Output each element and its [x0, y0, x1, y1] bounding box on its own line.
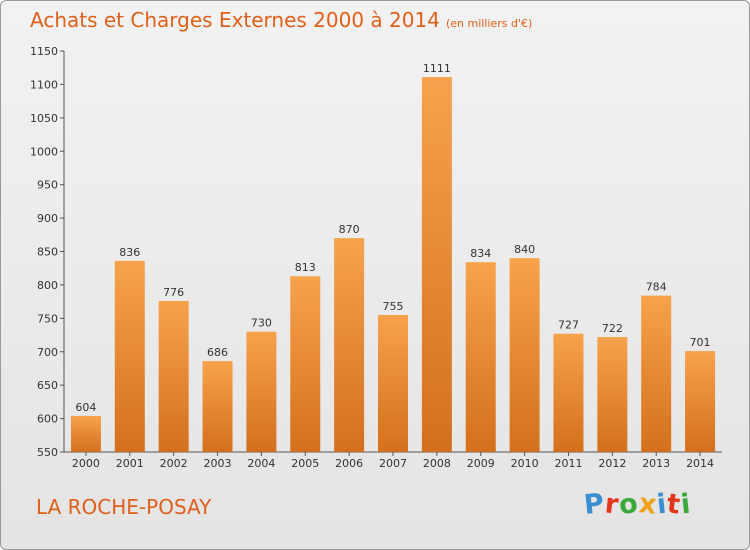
x-axis: 2000 2001 2002 2003 2004 2005 2006 2007 2008 2009…	[64, 451, 722, 470]
bar-2014	[685, 351, 716, 452]
y-tick-label: 800	[37, 279, 58, 292]
bar-2002	[158, 300, 189, 452]
bar-2003	[202, 361, 233, 452]
bar-value-label: 686	[207, 346, 228, 359]
y-axis: 550 600 650 700 750 800 850 900 950 1000 1050 1100 1…	[30, 45, 65, 459]
bar-value-label: 836	[119, 246, 140, 259]
y-tick-label: 550	[37, 446, 58, 459]
bar-value-label: 834	[470, 247, 491, 260]
x-tick-label: 2003	[204, 457, 232, 470]
bar-2011	[553, 333, 584, 452]
bar-2007	[378, 314, 408, 452]
bar-value-label: 870	[339, 223, 360, 236]
x-tick-label: 2006	[335, 457, 363, 470]
x-tick-label: 2014	[686, 457, 714, 470]
bar-value-label: 727	[558, 319, 579, 332]
proxiti-logo: Proxiti	[582, 488, 694, 521]
chart-title-text: Achats et Charges Externes 2000 à 2014	[30, 8, 440, 32]
bars: 604 836 776 686 730 813 870 755 1111 834 840 727 722…	[70, 62, 716, 452]
bar-2012	[597, 337, 628, 452]
x-tick-label: 2011	[554, 457, 582, 470]
y-tick-label: 650	[37, 379, 58, 392]
bar-2004	[246, 331, 277, 452]
bar-2006	[334, 238, 365, 452]
chart-subtitle: (en milliers d'€)	[445, 17, 533, 30]
x-tick-label: 2009	[467, 457, 495, 470]
bar-2013	[641, 295, 672, 452]
bar-value-label: 730	[251, 317, 272, 330]
bar-value-label: 840	[514, 243, 535, 256]
y-tick-label: 750	[37, 312, 58, 325]
x-tick-label: 2013	[642, 457, 670, 470]
x-tick-label: 2000	[72, 457, 100, 470]
bar-2009	[465, 262, 496, 452]
y-tick-label: 1100	[30, 78, 58, 91]
x-tick-label: 2005	[291, 457, 319, 470]
x-tick-label: 2002	[160, 457, 188, 470]
bar-value-label: 701	[690, 336, 711, 349]
bar-2010	[509, 258, 540, 452]
bar-2000	[70, 415, 101, 452]
y-tick-label: 900	[37, 212, 58, 225]
y-tick-label: 950	[37, 179, 58, 192]
bar-value-label: 776	[163, 286, 184, 299]
x-tick-label: 2001	[116, 457, 144, 470]
x-tick-label: 2008	[423, 457, 451, 470]
y-tick-label: 1150	[30, 45, 58, 58]
x-tick-label: 2010	[511, 457, 539, 470]
bar-value-label: 813	[295, 261, 316, 274]
y-tick-label: 600	[37, 413, 58, 426]
x-tick-label: 2004	[247, 457, 275, 470]
logo-letter: i	[679, 488, 694, 521]
bar-2001	[114, 260, 145, 452]
y-tick-label: 1050	[30, 112, 58, 125]
bar-value-label: 784	[646, 281, 667, 294]
x-tick-label: 2007	[379, 457, 407, 470]
y-tick-label: 850	[37, 246, 58, 259]
bar-value-label: 755	[383, 300, 404, 313]
chart-title: Achats et Charges Externes 2000 à 2014 (e…	[30, 8, 532, 32]
x-tick-label: 2012	[598, 457, 626, 470]
bar-2008	[421, 77, 452, 452]
y-tick-label: 1000	[30, 145, 58, 158]
bar-value-label: 1111	[423, 62, 451, 75]
bar-value-label: 604	[75, 401, 96, 414]
y-tick-label: 700	[37, 346, 58, 359]
commune-name: LA ROCHE-POSAY	[36, 495, 212, 519]
bar-value-label: 722	[602, 322, 623, 335]
bar-2005	[290, 276, 321, 452]
